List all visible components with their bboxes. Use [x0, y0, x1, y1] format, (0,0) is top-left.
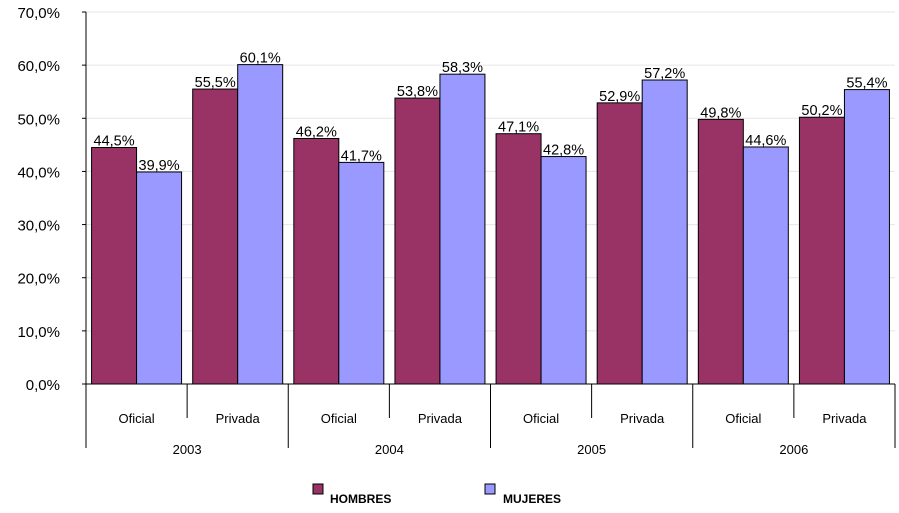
y-tick-label: 50,0%: [17, 111, 60, 128]
legend-label-mujeres: MUJERES: [503, 492, 561, 506]
x-category-label: Oficial: [725, 411, 761, 426]
bar-hombres: [697, 118, 744, 385]
bar-mujeres: [237, 64, 284, 385]
x-category-label: Privada: [620, 411, 665, 426]
data-label: 55,4%: [846, 76, 887, 92]
data-label: 52,9%: [599, 89, 640, 105]
bar-mujeres: [843, 89, 890, 385]
data-label: 42,8%: [543, 143, 584, 159]
y-tick-label: 0,0%: [26, 377, 60, 394]
bar-hombres: [293, 137, 340, 385]
data-label: 46,2%: [296, 124, 337, 140]
bar-hombres: [495, 133, 542, 385]
y-tick-label: 10,0%: [17, 324, 60, 341]
bar-hombres: [798, 116, 845, 385]
bar-hombres: [394, 97, 441, 385]
data-labels: 44,5%39,9% 55,5%60,1% 46,2%41,7% 53,8%58,3%…: [94, 51, 888, 174]
data-label: 58,3%: [442, 60, 483, 76]
data-label: 47,1%: [498, 120, 539, 136]
legend-swatch-mujeres: [484, 483, 496, 495]
x-year-label: 2006: [779, 442, 808, 457]
data-label: 60,1%: [240, 51, 281, 67]
data-label: 53,8%: [397, 84, 438, 100]
y-tick-label: 70,0%: [17, 5, 60, 22]
data-label: 50,2%: [801, 103, 842, 119]
x-category-label: Privada: [822, 411, 867, 426]
bar-mujeres: [136, 171, 183, 385]
bar-mujeres: [439, 73, 486, 385]
axes: 0,0% 10,0% 20,0% 30,0% 40,0% 50,0% 60,0% 70,0% O…: [17, 5, 896, 457]
legend: HOMBRES MUJERES: [312, 483, 561, 506]
x-category-label: Privada: [418, 411, 463, 426]
bar-mujeres: [338, 161, 385, 385]
legend-swatch-hombres: [312, 483, 324, 495]
x-category-label: Privada: [216, 411, 261, 426]
x-year-label: 2004: [375, 442, 404, 457]
y-tick-label: 60,0%: [17, 58, 60, 75]
y-tick-label: 30,0%: [17, 218, 60, 235]
bar-hombres: [596, 102, 643, 385]
x-category-label: Oficial: [321, 411, 357, 426]
bar-mujeres: [641, 79, 688, 385]
data-label: 39,9%: [139, 158, 180, 174]
data-label: 44,6%: [745, 133, 786, 149]
y-tick-label: 20,0%: [17, 271, 60, 288]
x-year-label: 2005: [577, 442, 606, 457]
data-label: 57,2%: [644, 66, 685, 82]
bar-mujeres: [540, 156, 587, 385]
data-label: 49,8%: [700, 105, 741, 121]
bar-mujeres: [742, 146, 789, 385]
x-category-label: Oficial: [523, 411, 559, 426]
x-category-label: Oficial: [119, 411, 155, 426]
data-label: 41,7%: [341, 148, 382, 164]
legend-label-hombres: HOMBRES: [330, 492, 391, 506]
data-label: 55,5%: [195, 75, 236, 91]
y-tick-label: 40,0%: [17, 164, 60, 181]
x-year-label: 2003: [173, 442, 202, 457]
bar-hombres: [91, 147, 138, 385]
bars: [91, 64, 890, 385]
bar-hombres: [192, 88, 239, 385]
data-label: 44,5%: [94, 134, 135, 150]
